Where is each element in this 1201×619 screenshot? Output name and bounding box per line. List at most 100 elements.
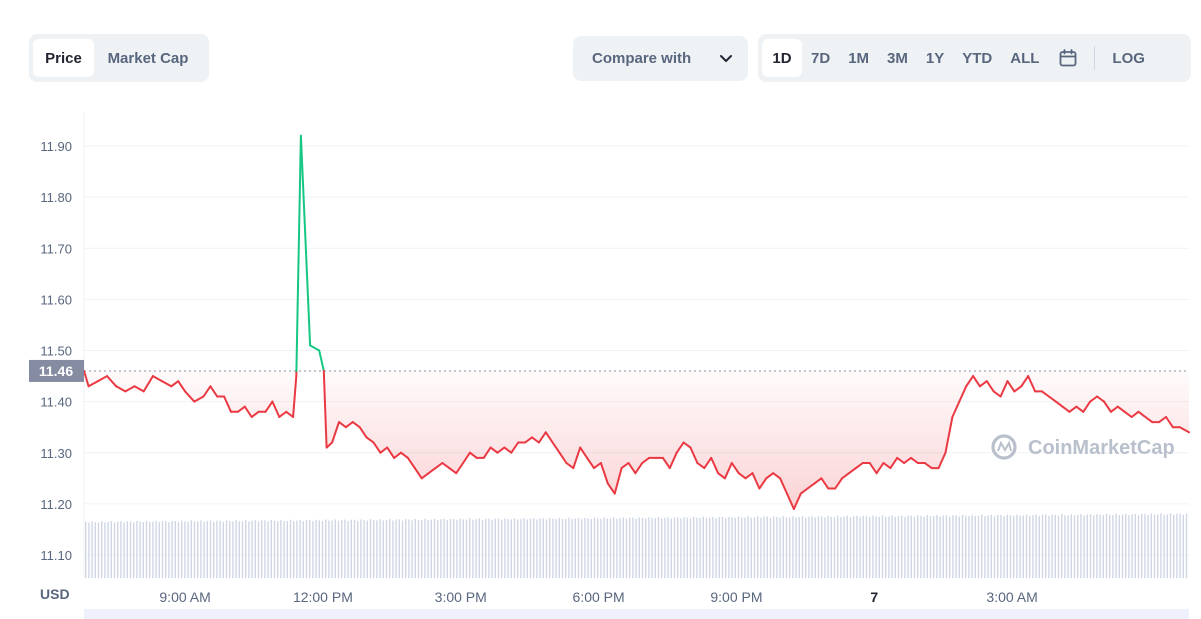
volume-bar xyxy=(590,519,592,578)
volume-bar xyxy=(1025,514,1028,578)
volume-bar xyxy=(171,520,173,578)
price-line-segment xyxy=(668,451,678,470)
price-line-segment xyxy=(1096,395,1105,403)
range-3m[interactable]: 3M xyxy=(887,49,908,67)
tab-market-cap[interactable]: Market Cap xyxy=(107,49,189,67)
volume-bar xyxy=(376,520,378,578)
volume-bar xyxy=(337,520,340,578)
price-line-segment xyxy=(202,385,212,398)
price-line-segment xyxy=(558,451,568,464)
price-line-segment xyxy=(896,456,906,464)
volume-bar xyxy=(443,518,445,578)
calendar-icon[interactable] xyxy=(1048,39,1088,77)
volume-bar xyxy=(149,522,151,578)
range-1y[interactable]: 1Y xyxy=(925,49,945,67)
price-line-segment xyxy=(271,400,281,418)
volume-bar xyxy=(203,521,205,578)
price-line-segment xyxy=(420,472,430,480)
price-line-segment xyxy=(958,385,968,403)
volume-bar xyxy=(693,516,695,578)
range-ytd[interactable]: YTD xyxy=(962,49,993,67)
price-line-segment xyxy=(170,380,180,388)
volume-bar xyxy=(654,518,656,578)
price-line-segment xyxy=(868,462,878,475)
volume-bar xyxy=(949,516,951,578)
price-line-segment xyxy=(565,462,575,470)
price-line-segment xyxy=(661,456,671,470)
price-line-segment xyxy=(338,421,347,429)
range-7d[interactable]: 7D xyxy=(811,49,831,67)
volume-bar xyxy=(789,517,791,578)
volume-bar xyxy=(1105,513,1108,578)
volume-bar xyxy=(792,516,794,578)
volume-bar xyxy=(1115,513,1117,578)
volume-bar xyxy=(965,515,967,578)
volume-bar xyxy=(961,515,964,578)
log-scale-toggle[interactable]: LOG xyxy=(1112,49,1145,67)
volume-bar xyxy=(565,518,567,578)
volume-bar xyxy=(302,521,304,578)
volume-bar xyxy=(913,516,916,578)
volume-bar xyxy=(449,518,452,578)
volume-bar xyxy=(785,517,788,578)
price-line-segment xyxy=(264,400,274,413)
volume-bar xyxy=(837,515,839,578)
volume-bar xyxy=(299,519,301,578)
volume-bar xyxy=(622,517,624,578)
price-line-segment xyxy=(1054,400,1064,408)
volume-bar xyxy=(485,518,487,578)
price-line-segment xyxy=(999,380,1009,398)
volume-bar xyxy=(152,521,154,578)
volume-bar xyxy=(718,517,720,578)
volume-bar xyxy=(309,520,311,578)
volume-bar xyxy=(1128,515,1130,578)
price-line-segment xyxy=(1123,410,1133,418)
tab-price[interactable]: Price xyxy=(33,39,94,77)
range-1d[interactable]: 1D xyxy=(762,39,802,77)
range-1m[interactable]: 1M xyxy=(848,49,870,67)
volume-bar xyxy=(885,516,887,578)
volume-bar xyxy=(142,522,144,578)
volume-bar xyxy=(993,516,996,578)
volume-bar xyxy=(555,519,557,578)
volume-bar xyxy=(683,517,685,578)
x-tick-label: 7 xyxy=(870,589,878,605)
price-line-segment xyxy=(923,462,933,470)
volume-bar xyxy=(872,515,874,578)
volume-bar xyxy=(107,522,109,578)
price-line-segment xyxy=(489,446,499,454)
volume-bar xyxy=(325,519,327,578)
price-line-segment xyxy=(482,446,492,459)
volume-bar xyxy=(897,516,900,578)
volume-bar xyxy=(241,521,244,578)
price-line-segment xyxy=(779,477,788,495)
volume-bar xyxy=(161,521,164,578)
volume-bar xyxy=(184,521,186,578)
chevron-down-icon xyxy=(720,55,732,62)
volume-bar xyxy=(776,516,778,578)
volume-bar xyxy=(651,518,653,578)
price-line-segment xyxy=(331,421,340,444)
compare-with-dropdown[interactable]: Compare with xyxy=(573,36,748,81)
volume-bar xyxy=(1022,515,1024,578)
volume-bar xyxy=(568,517,570,578)
x-tick-label: 12:00 PM xyxy=(293,589,353,605)
volume-bar xyxy=(497,518,500,578)
volume-bar xyxy=(728,516,730,578)
volume-bar xyxy=(945,515,948,578)
volume-bar xyxy=(1099,514,1101,578)
volume-bar xyxy=(1070,514,1072,578)
range-all[interactable]: ALL xyxy=(1010,49,1040,67)
volume-bar xyxy=(293,521,295,578)
volume-bar xyxy=(1179,513,1181,578)
volume-bar xyxy=(481,519,484,578)
price-line-segment xyxy=(295,134,302,372)
price-line-segment xyxy=(1116,405,1126,413)
volume-bar xyxy=(773,516,775,578)
price-line-segment xyxy=(161,380,173,388)
volume-bar xyxy=(702,516,704,578)
volume-bar xyxy=(846,515,848,578)
volume-bar xyxy=(1048,515,1050,578)
volume-bar xyxy=(552,518,554,578)
